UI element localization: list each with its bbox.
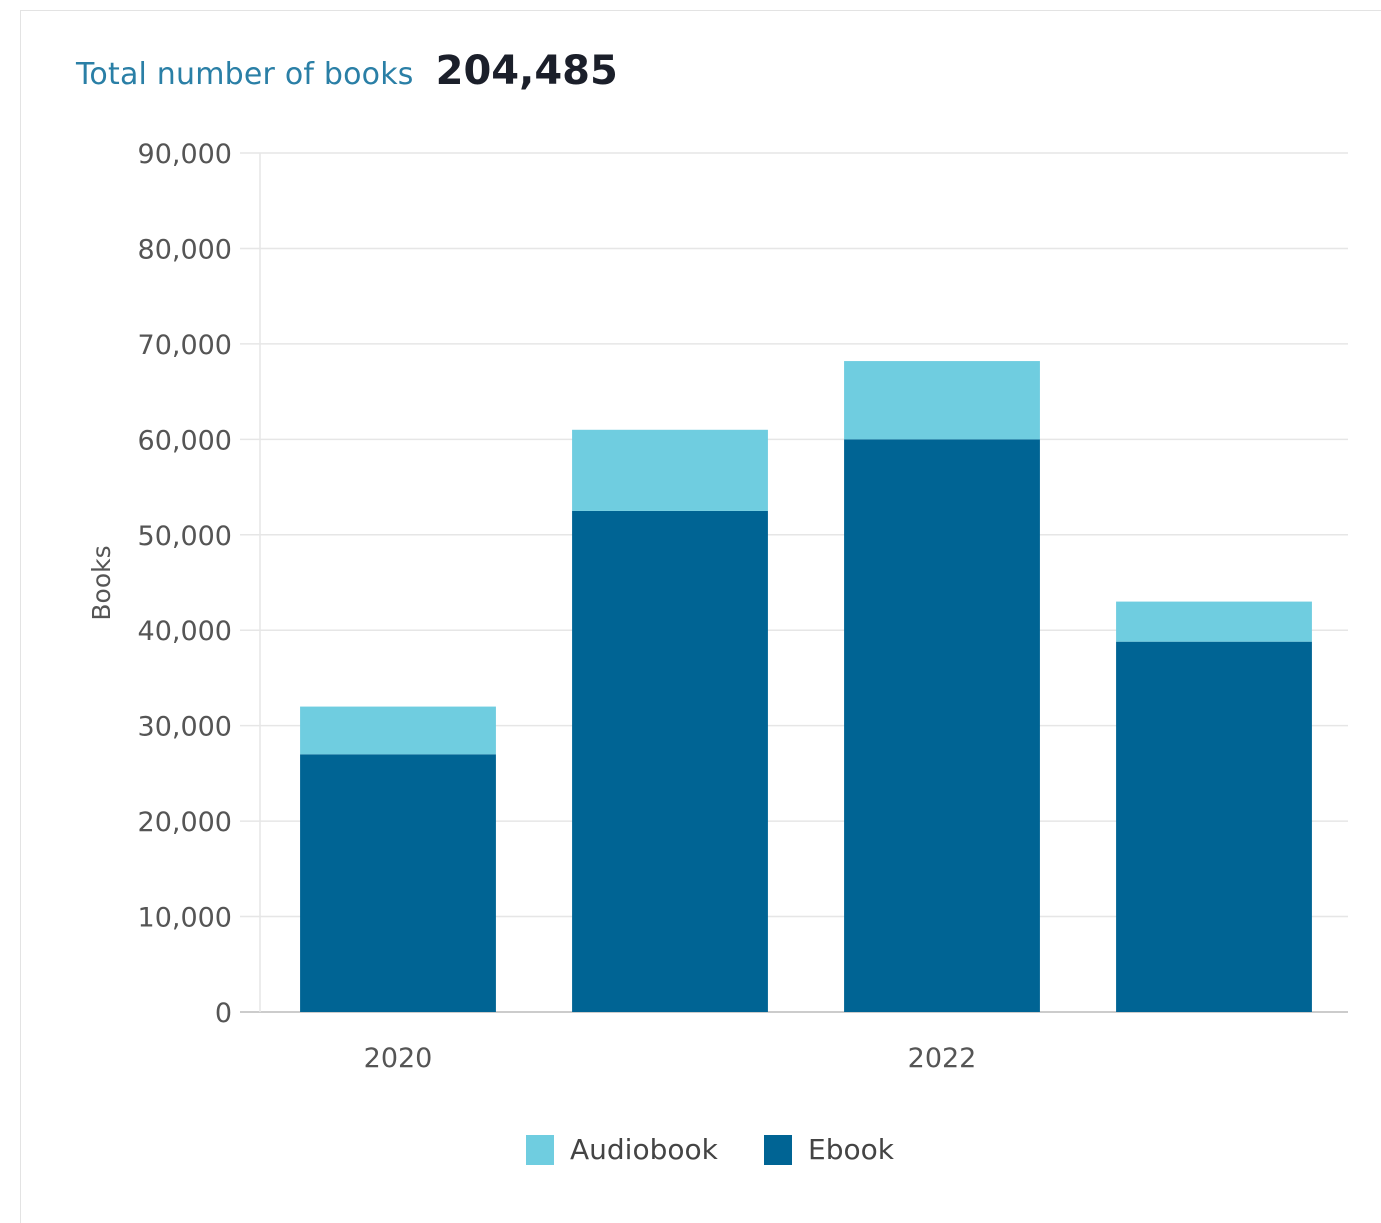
- y-tick-label: 60,000: [138, 425, 232, 456]
- legend-label-ebook[interactable]: Ebook: [808, 1133, 895, 1166]
- y-axis-title: Books: [87, 545, 116, 620]
- bar-audiobook-2021[interactable]: [572, 429, 768, 511]
- x-tick-label: 2022: [908, 1043, 977, 1074]
- legend-swatch-ebook[interactable]: [764, 1135, 792, 1165]
- y-axis-tick-labels: 0 10,000 20,000 30,000 40,000 50,000 60,000 70,…: [138, 139, 232, 1029]
- x-axis-tick-labels: 2020 2022: [364, 1043, 977, 1074]
- bar-ebook-2022[interactable]: [844, 439, 1040, 1012]
- bar-ebook-2023[interactable]: [1116, 641, 1312, 1012]
- bar-ebook-2020[interactable]: [300, 754, 496, 1012]
- y-tick-label: 30,000: [138, 712, 232, 743]
- legend-label-audiobook[interactable]: Audiobook: [570, 1133, 719, 1166]
- bar-audiobook-2023[interactable]: [1116, 601, 1312, 642]
- y-tick-label: 80,000: [138, 234, 232, 265]
- y-tick-label: 50,000: [138, 521, 232, 552]
- legend-swatch-audiobook[interactable]: [526, 1135, 554, 1165]
- total-books-label: Total number of books: [76, 57, 414, 92]
- bar-audiobook-2020[interactable]: [300, 706, 496, 755]
- bars: [300, 361, 1312, 1012]
- total-books-value: 204,485: [435, 48, 618, 94]
- bar-ebook-2021[interactable]: [572, 510, 768, 1012]
- bar-audiobook-2022[interactable]: [844, 361, 1040, 440]
- legend: Audiobook Ebook: [526, 1133, 895, 1166]
- y-tick-label: 20,000: [138, 807, 232, 838]
- y-tick-label: 90,000: [138, 139, 232, 170]
- y-tick-label: 40,000: [138, 616, 232, 647]
- x-tick-label: 2020: [364, 1043, 433, 1074]
- y-tick-label: 0: [215, 998, 232, 1029]
- y-tick-label: 10,000: [138, 903, 232, 934]
- y-tick-label: 70,000: [138, 330, 232, 361]
- chart-header: Total number of books 204,485: [76, 48, 618, 94]
